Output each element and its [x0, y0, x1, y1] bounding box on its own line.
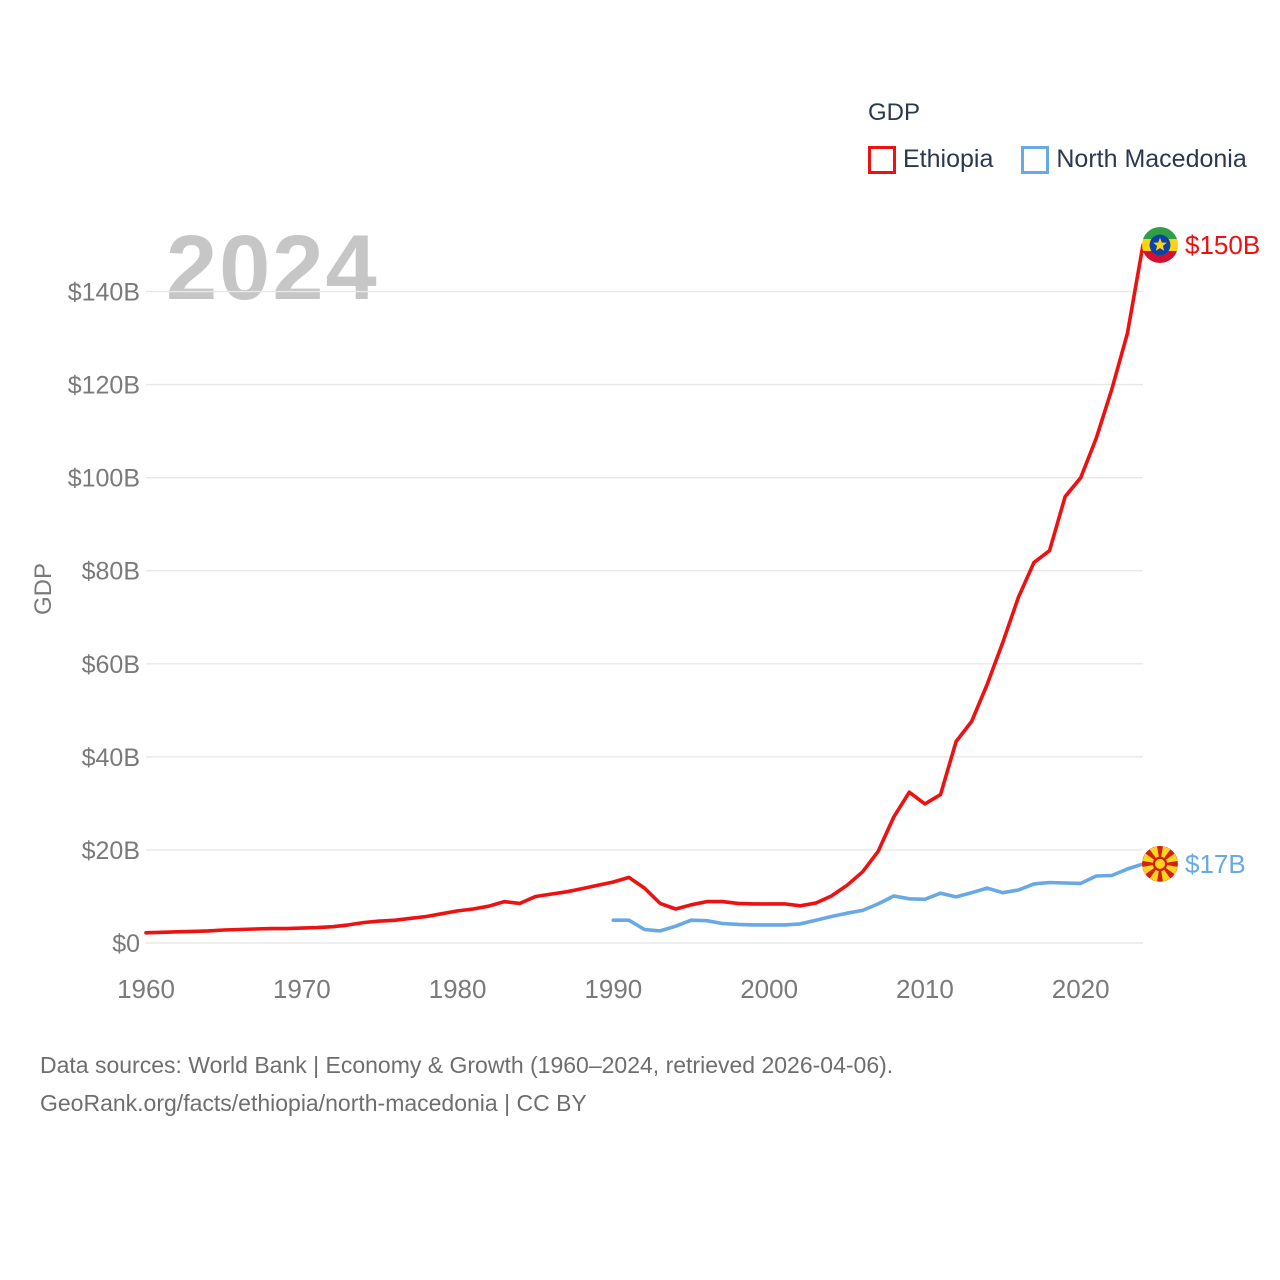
x-tick-label: 1960: [117, 974, 175, 1004]
end-value-label: $17B: [1185, 849, 1246, 879]
chart-line-ethiopia[interactable]: [144, 243, 1145, 935]
north-macedonia-flag-icon: [1142, 845, 1178, 882]
chart-footer: Data sources: World Bank | Economy & Gro…: [40, 1046, 893, 1122]
chart-legend: GDP Ethiopia North Macedonia: [868, 99, 1248, 174]
year-watermark: 2024: [166, 217, 379, 319]
y-tick-label: $40B: [82, 744, 140, 772]
y-tick-label: $100B: [68, 465, 140, 493]
legend-item-label: North Macedonia: [1056, 145, 1247, 173]
data-sources-text: Data sources: World Bank | Economy & Gro…: [40, 1052, 894, 1078]
x-tick-label: 1970: [273, 974, 331, 1004]
x-tick-label: 1980: [429, 974, 487, 1004]
chart-line-north-macedonia[interactable]: [611, 862, 1145, 933]
ethiopia-flag-icon: [1142, 227, 1178, 263]
x-tick-label: 2010: [896, 974, 954, 1004]
end-value-label: $150B: [1185, 230, 1260, 260]
x-tick-label: 2020: [1052, 974, 1110, 1004]
legend-item-north-macedonia[interactable]: North Macedonia: [1021, 145, 1247, 174]
x-tick-label: 1990: [584, 974, 642, 1004]
attribution-link-text[interactable]: GeoRank.org/facts/ethiopia/north-macedon…: [40, 1090, 587, 1116]
y-tick-label: $140B: [68, 279, 140, 307]
legend-title: GDP: [868, 99, 921, 126]
legend-item-label: Ethiopia: [903, 145, 994, 173]
north-macedonia-series-swatch-icon: [1021, 145, 1050, 174]
y-tick-label: $0: [112, 930, 140, 958]
y-tick-label: $120B: [68, 372, 140, 400]
ethiopia-series-swatch-icon: [868, 145, 896, 174]
y-tick-label: $60B: [82, 651, 140, 679]
y-tick-label: $80B: [82, 558, 140, 586]
y-tick-label: $20B: [82, 837, 140, 865]
legend-item-ethiopia[interactable]: Ethiopia: [868, 145, 993, 174]
x-tick-label: 2000: [740, 974, 798, 1004]
